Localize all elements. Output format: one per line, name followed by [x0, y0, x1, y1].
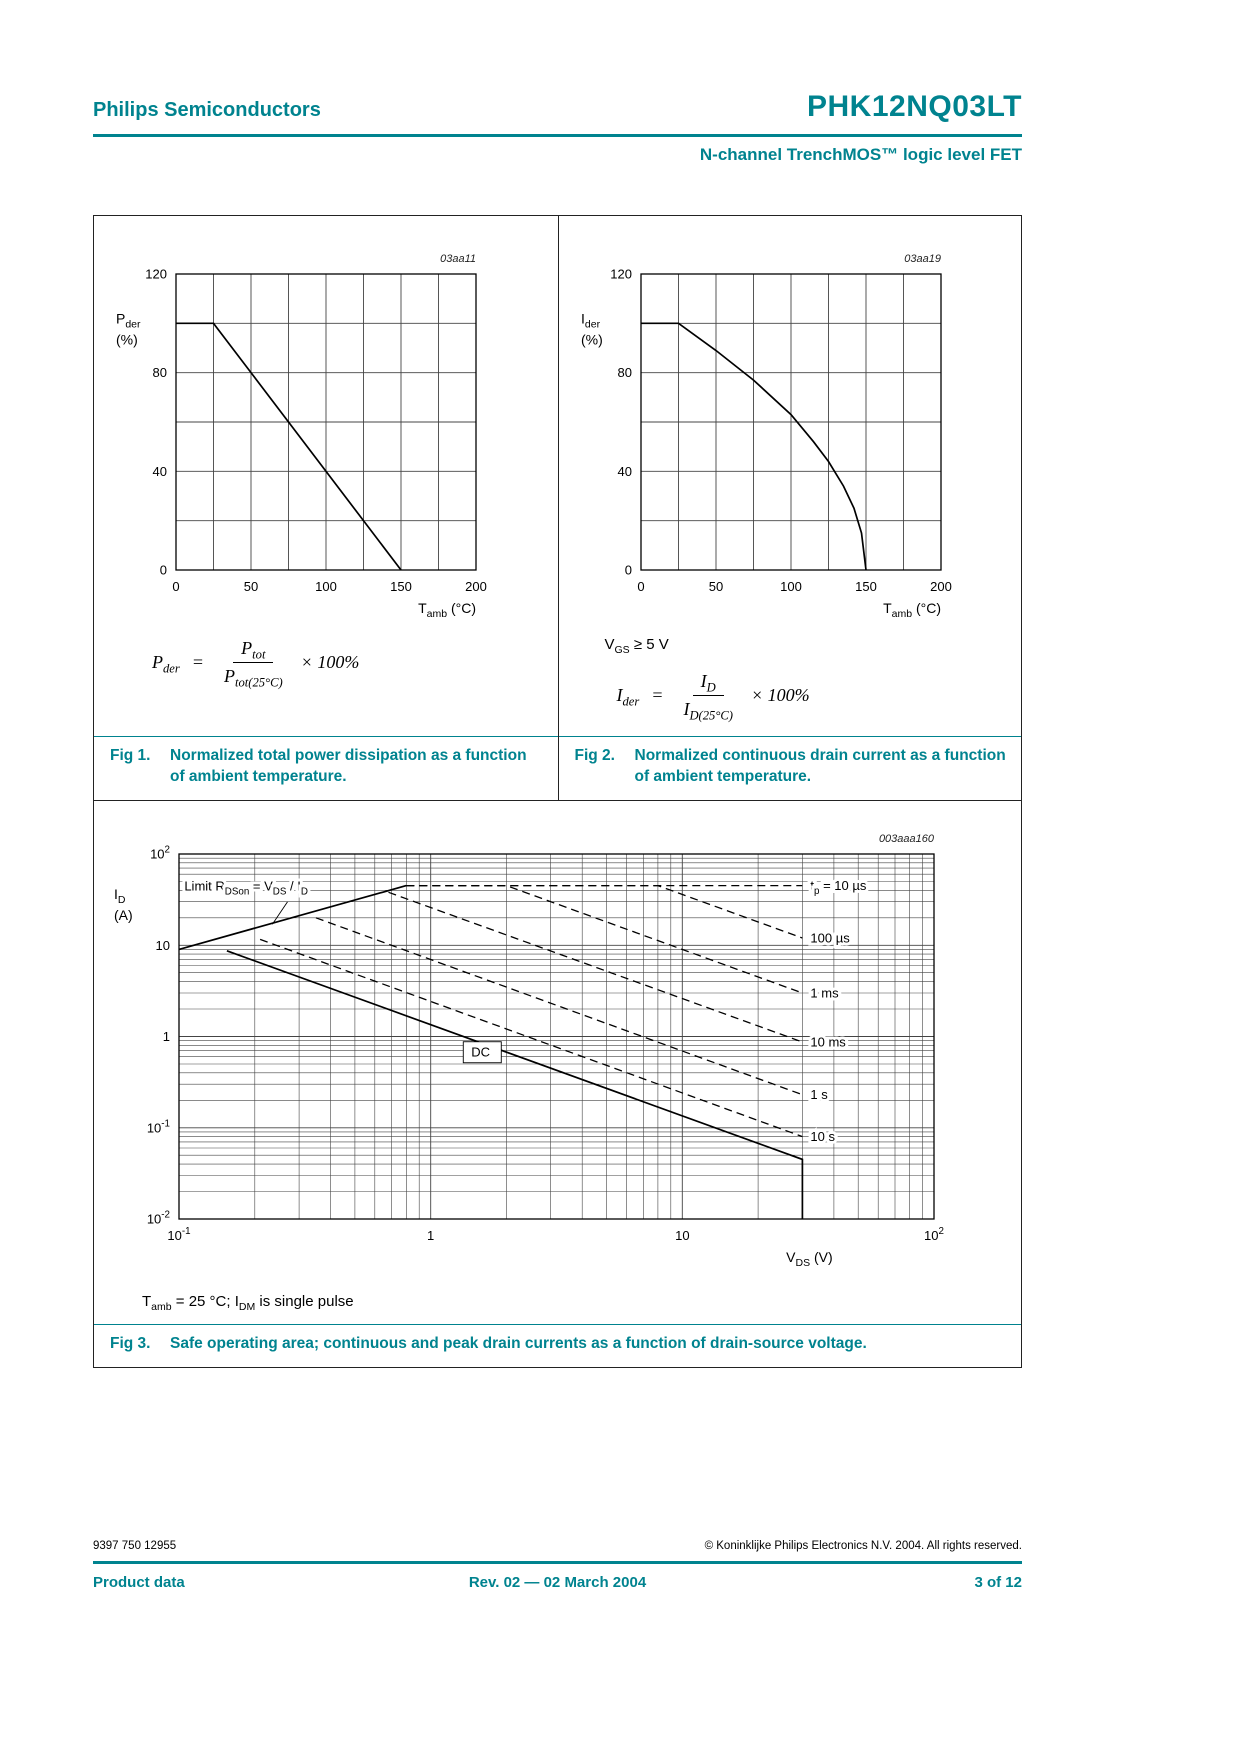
svg-text:1: 1	[163, 1029, 170, 1044]
footer-rule	[93, 1561, 1022, 1564]
footer-main-row: Product data Rev. 02 — 02 March 2004 3 o…	[93, 1574, 1022, 1591]
svg-text:10 ms: 10 ms	[810, 1034, 846, 1049]
fig2-caption: Fig 2. Normalized continuous drain curre…	[558, 736, 1021, 800]
brand: Philips Semiconductors	[93, 99, 321, 121]
svg-text:(A): (A)	[114, 907, 133, 923]
svg-text:10-1: 10-1	[167, 1226, 190, 1243]
svg-text:Ider: Ider	[581, 310, 601, 330]
fig2-caption-text: Normalized continuous drain current as a…	[634, 747, 1006, 785]
svg-text:200: 200	[465, 579, 487, 594]
fig2-condition: VGS ≥ 5 V	[604, 636, 669, 656]
svg-text:003aaa160: 003aaa160	[879, 833, 935, 845]
svg-text:50: 50	[244, 579, 258, 594]
fig1-caption-text: Normalized total power dissipation as a …	[170, 747, 527, 785]
svg-text:VDS (V): VDS (V)	[786, 1249, 833, 1269]
svg-text:80: 80	[617, 365, 631, 380]
part-number: PHK12NQ03LT	[806, 90, 1022, 123]
svg-text:10: 10	[156, 938, 170, 953]
fig1-formula: Pder = Ptot Ptot(25°C) × 100%	[152, 638, 360, 690]
svg-text:0: 0	[637, 579, 644, 594]
svg-text:150: 150	[855, 579, 877, 594]
svg-text:1: 1	[427, 1228, 434, 1243]
svg-text:50: 50	[708, 579, 722, 594]
svg-text:102: 102	[924, 1226, 944, 1243]
svg-text:1 s: 1 s	[810, 1087, 828, 1102]
page-header: Philips Semiconductors PHK12NQ03LT N-cha…	[93, 90, 1022, 165]
doc-number: 9397 750 12955	[93, 1540, 177, 1552]
header-rule	[93, 134, 1022, 137]
svg-text:Tamb (°C): Tamb (°C)	[883, 600, 941, 620]
fig2-chart: 0 50 100 150 200 0 40 80 120 03aa19 Ider(%) Tamb (°…	[581, 253, 952, 620]
fig1-caption: Fig 1. Normalized total power dissipatio…	[94, 736, 558, 800]
svg-text:150: 150	[390, 579, 412, 594]
svg-text:40: 40	[153, 464, 167, 479]
svg-text:(%): (%)	[116, 331, 138, 347]
content-area: Philips Semiconductors PHK12NQ03LT N-cha…	[93, 0, 1022, 1368]
fig3-caption: Fig 3. Safe operating area; continuous a…	[94, 1323, 1021, 1367]
page-footer: 9397 750 12955 © Koninklijke Philips Ele…	[93, 1540, 1022, 1591]
svg-text:100: 100	[780, 579, 802, 594]
svg-text:0: 0	[172, 579, 179, 594]
svg-text:ID: ID	[114, 886, 126, 906]
svg-text:100: 100	[315, 579, 337, 594]
svg-text:1 ms: 1 ms	[810, 985, 839, 1000]
svg-text:10 s: 10 s	[810, 1129, 835, 1144]
doc-type: Product data	[93, 1574, 185, 1591]
fig3-caption-label: Fig 3.	[110, 1334, 151, 1352]
figures-1-2-box: 0 50 100 150 200 0 40 80 120 03aa11 Pder (%) Tamb (°…	[93, 215, 1022, 801]
figure-3-box: 10-1 1 10 102 102 10 1 10-1 10-2 003aaa160 ID (A) VD…	[93, 799, 1022, 1368]
svg-text:Pder: Pder	[116, 310, 141, 330]
svg-text:40: 40	[617, 464, 631, 479]
svg-text:10-2: 10-2	[147, 1209, 170, 1226]
fig2-panel: 0 50 100 150 200 0 40 80 120 03aa19 Ider (%) Tamb (°…	[557, 216, 1021, 800]
svg-text:120: 120	[145, 267, 167, 282]
revision: Rev. 02 — 02 March 2004	[468, 1574, 647, 1591]
fig2-formula: Ider = ID ID(25°C) × 100%	[616, 671, 810, 723]
svg-text:DC: DC	[471, 1045, 490, 1060]
svg-text:0: 0	[160, 563, 167, 578]
svg-text:80: 80	[153, 365, 167, 380]
svg-text:120: 120	[610, 267, 632, 282]
svg-text:10-1: 10-1	[147, 1118, 170, 1135]
copyright: © Koninklijke Philips Electronics N.V. 2…	[704, 1540, 1022, 1552]
svg-text:102: 102	[150, 844, 170, 861]
footer-small-row: 9397 750 12955 © Koninklijke Philips Ele…	[93, 1540, 1022, 1552]
fig1-chart: 0 50 100 150 200 0 40 80 120 03aa11 Pder(%) Tamb (°…	[116, 253, 487, 620]
svg-text:200: 200	[930, 579, 952, 594]
svg-text:tp = 10 µs: tp = 10 µs	[810, 878, 866, 897]
svg-text:10: 10	[675, 1228, 689, 1243]
fig2-caption-label: Fig 2.	[574, 747, 615, 764]
subtitle: N-channel TrenchMOS™ logic level FET	[699, 145, 1022, 164]
svg-text:Limit RDSon = VDS / ID: Limit RDSon = VDS / ID	[184, 878, 308, 897]
fig1-panel: 0 50 100 150 200 0 40 80 120 03aa11 Pder (%) Tamb (°…	[94, 216, 558, 800]
fig3-caption-text: Safe operating area; continuous and peak…	[170, 1334, 867, 1352]
svg-text:0: 0	[624, 563, 631, 578]
fig1-caption-label: Fig 1.	[110, 747, 151, 764]
page-number: 3 of 12	[974, 1574, 1022, 1591]
svg-text:Tamb (°C): Tamb (°C)	[418, 600, 476, 620]
header-row: Philips Semiconductors PHK12NQ03LT	[93, 90, 1022, 124]
fig3-chart: 10-1 1 10 10210210110-110-2003aaa160ID(A)VD…	[114, 833, 944, 1269]
fig3-condition: Tamb = 25 °C; IDM is single pulse	[142, 1292, 354, 1313]
svg-text:03aa19: 03aa19	[904, 253, 941, 265]
svg-text:100 µs: 100 µs	[810, 930, 850, 945]
svg-text:(%): (%)	[581, 331, 603, 347]
svg-text:03aa11: 03aa11	[440, 253, 476, 265]
